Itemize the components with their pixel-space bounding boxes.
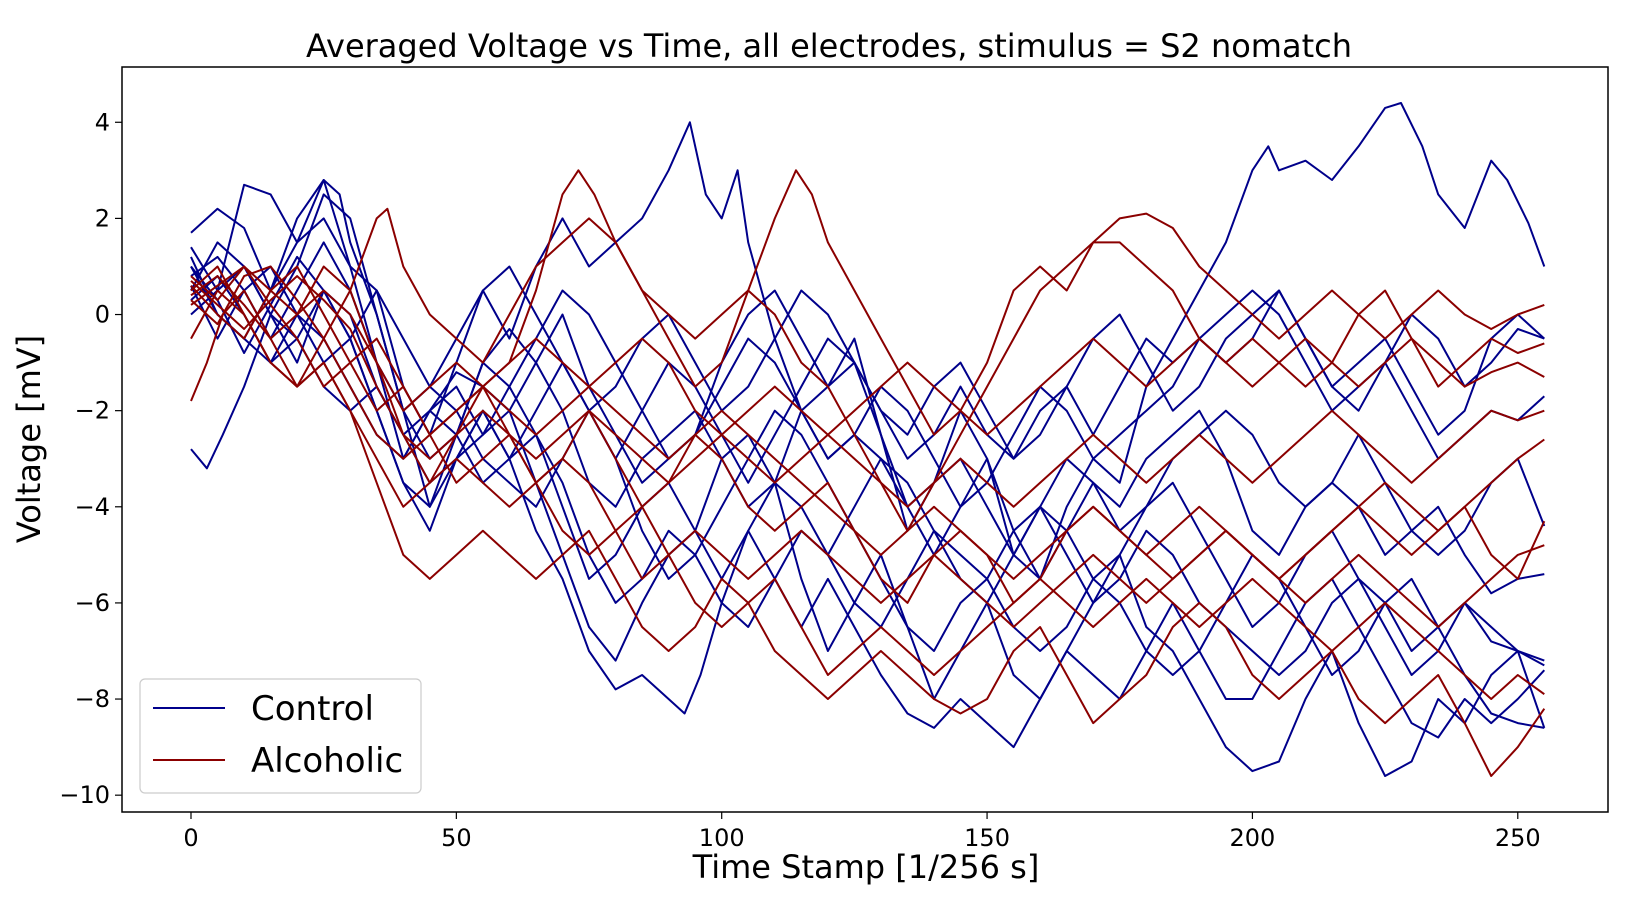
y-tick-label: 4 (95, 108, 110, 136)
legend-label-alcoholic: Alcoholic (251, 741, 403, 781)
series-line-alcoholic-19 (190, 265, 1545, 628)
series-line-alcoholic-13 (190, 207, 1545, 532)
x-tick-label: 200 (1230, 824, 1276, 852)
series-line-alcoholic-16 (190, 289, 1545, 628)
series-layer (190, 102, 1546, 777)
y-tick-label: 0 (95, 301, 110, 329)
legend: Control Alcoholic (139, 678, 422, 794)
plot-frame (121, 66, 1609, 813)
y-tick-label: −10 (59, 781, 110, 809)
y-tick-label: −6 (75, 589, 110, 617)
y-tick-label: 2 (95, 204, 110, 232)
series-line-alcoholic-12 (190, 289, 1546, 777)
y-tick-label: −2 (75, 397, 110, 425)
y-axis-ticks: 4 2 0 −2 −4 −6 −8 −10 (59, 108, 122, 809)
series-line-control-6 (190, 256, 1545, 676)
y-axis-label: Voltage [mV] (10, 335, 48, 543)
series-line-alcoholic-11 (190, 169, 1545, 484)
series-line-alcoholic-17 (190, 275, 1545, 436)
legend-label-control: Control (251, 689, 374, 729)
x-tick-label: 100 (699, 824, 745, 852)
x-tick-label: 50 (441, 824, 472, 852)
y-tick-label: −8 (75, 685, 110, 713)
series-line-control-9 (190, 265, 1545, 460)
x-axis-label: Time Stamp [1/256 s] (692, 848, 1040, 886)
x-tick-label: 0 (183, 824, 198, 852)
x-tick-label: 250 (1495, 824, 1541, 852)
series-line-alcoholic-18 (190, 275, 1545, 508)
y-tick-label: −4 (75, 493, 110, 521)
x-tick-label: 150 (964, 824, 1010, 852)
chart-title: Averaged Voltage vs Time, all electrodes… (306, 27, 1352, 65)
x-axis-ticks: 0 50 100 150 200 250 (183, 812, 1541, 852)
